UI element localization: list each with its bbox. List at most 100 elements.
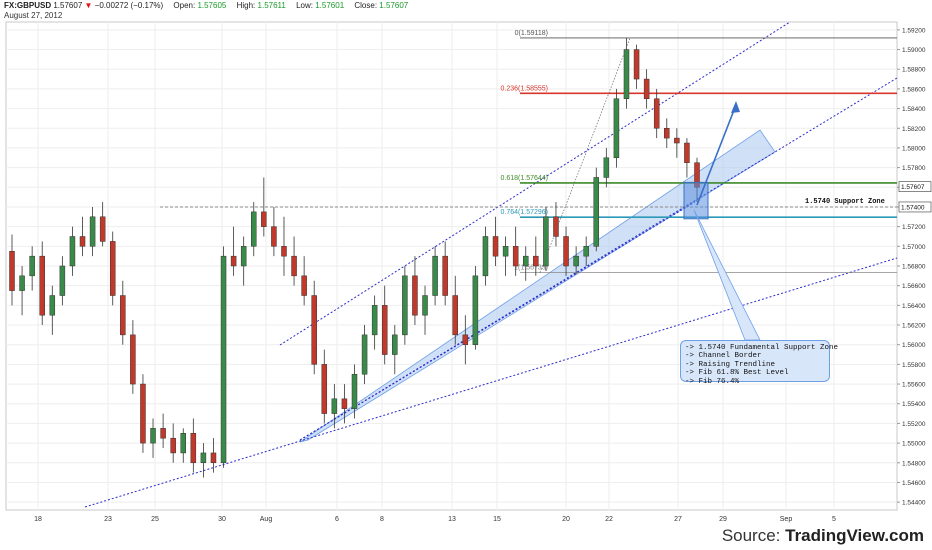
candle-body xyxy=(684,142,690,163)
candle-body xyxy=(361,334,368,375)
candle-body xyxy=(109,241,116,296)
y-tick-label: 1.58000 xyxy=(902,145,926,152)
y-tick-label: 1.57000 xyxy=(902,244,926,251)
down-arrow-icon: ▼ xyxy=(84,1,93,10)
candle-body xyxy=(482,236,489,277)
y-tick-label: 1.59000 xyxy=(902,47,926,54)
candle-body xyxy=(664,128,670,139)
y-tick-label: 1.56400 xyxy=(902,303,926,310)
price-badge xyxy=(898,201,932,213)
x-tick-label: 15 xyxy=(493,516,501,523)
candle-body xyxy=(613,98,620,159)
candle-body xyxy=(190,433,197,464)
note-line: -> 1.5740 Fundamental Support Zone xyxy=(685,344,839,352)
close-label: Close: xyxy=(354,1,378,10)
y-tick-label: 1.55800 xyxy=(902,362,926,369)
low-value: 1.57601 xyxy=(315,1,345,10)
candle-body xyxy=(392,334,398,355)
candle-body xyxy=(523,255,529,267)
x-tick-label: 13 xyxy=(448,516,456,523)
candle-body xyxy=(69,236,76,267)
x-tick-label: 22 xyxy=(605,516,613,523)
candle-body xyxy=(472,275,479,345)
candle-body xyxy=(321,364,328,414)
candle-body xyxy=(573,255,579,267)
candle-body xyxy=(633,49,640,80)
price-change: −0.00272 (−0.17%) xyxy=(94,1,164,10)
candle-body xyxy=(502,246,509,257)
x-tick-label: 29 xyxy=(719,516,727,523)
candle-body xyxy=(301,275,307,296)
candle-body xyxy=(442,255,448,296)
y-tick-label: 1.55200 xyxy=(902,421,926,428)
price-badge xyxy=(898,181,932,192)
source-brand: TradingView.com xyxy=(785,526,924,545)
candle-body xyxy=(271,226,277,247)
candle-body xyxy=(180,433,186,454)
long-term-trendline xyxy=(84,257,898,508)
y-tick-label: 1.56000 xyxy=(902,342,926,349)
candle-body xyxy=(583,246,589,257)
y-tick-label: 1.54400 xyxy=(902,500,926,507)
candle-body xyxy=(623,49,630,99)
y-tick-label: 1.58600 xyxy=(902,86,926,93)
candle-body xyxy=(230,255,237,267)
candle-body xyxy=(543,216,549,267)
candle-body xyxy=(140,383,146,444)
x-tick-label: 20 xyxy=(562,516,570,523)
candle-body xyxy=(29,255,35,277)
candle-body xyxy=(462,334,469,345)
x-tick-label: 5 xyxy=(832,516,836,523)
x-tick-label: 25 xyxy=(151,516,159,523)
y-tick-label: 1.58800 xyxy=(902,67,926,74)
candle-body xyxy=(341,398,348,409)
note-line: -> Raising Trendline xyxy=(685,360,776,369)
y-tick-label: 1.55000 xyxy=(902,441,926,448)
note-line: -> Fib 61.8% Best Level xyxy=(685,369,789,378)
target-arrow-head xyxy=(731,101,740,113)
candle-body xyxy=(49,295,56,316)
high-label: High: xyxy=(236,1,256,10)
candle-body xyxy=(331,398,338,414)
y-tick-label: 1.54600 xyxy=(902,480,926,487)
channel-lower-line xyxy=(299,77,898,441)
candle-body xyxy=(593,177,600,247)
open-label: Open: xyxy=(173,1,196,10)
candle-body xyxy=(89,216,96,247)
price-badge-label: 1.57400 xyxy=(901,204,925,211)
x-tick-label: 27 xyxy=(674,516,682,523)
candle-body xyxy=(653,98,660,129)
candle-body xyxy=(563,236,569,267)
target-arrow xyxy=(696,104,737,206)
support-zone-label: 1.5740 Support Zone xyxy=(805,198,885,206)
note-line: -> Channel Border xyxy=(685,352,762,361)
high-value: 1.57611 xyxy=(257,1,286,10)
candle-body xyxy=(99,216,106,242)
close-value: 1.57607 xyxy=(379,1,409,10)
candle-body xyxy=(533,255,539,267)
source-credit: Source: TradingView.com xyxy=(722,526,924,546)
low-label: Low: xyxy=(296,1,313,10)
fib-level-label: 0.764(1.57296) xyxy=(501,209,548,216)
candle-body xyxy=(553,216,559,237)
x-tick-label: 30 xyxy=(218,516,226,523)
candle-body xyxy=(150,428,156,444)
x-tick-label: Aug xyxy=(260,516,273,523)
x-tick-label: 23 xyxy=(104,516,112,523)
candle-body xyxy=(422,295,428,316)
candle-body xyxy=(371,305,378,336)
candle-body xyxy=(402,275,408,336)
candle-body xyxy=(281,246,287,257)
candle-body xyxy=(603,157,610,178)
candle-body xyxy=(412,275,418,316)
rising-trend-band xyxy=(299,129,776,443)
note-line: -> Fib 76.4% xyxy=(685,377,740,386)
candle-body xyxy=(512,246,519,267)
candle-body xyxy=(160,428,166,439)
price-badge-label: 1.57607 xyxy=(901,184,925,191)
candle-body xyxy=(452,295,458,336)
candle-body xyxy=(9,250,15,291)
chart-date: August 27, 2012 xyxy=(4,11,63,20)
last-price: 1.57607 xyxy=(53,1,83,10)
